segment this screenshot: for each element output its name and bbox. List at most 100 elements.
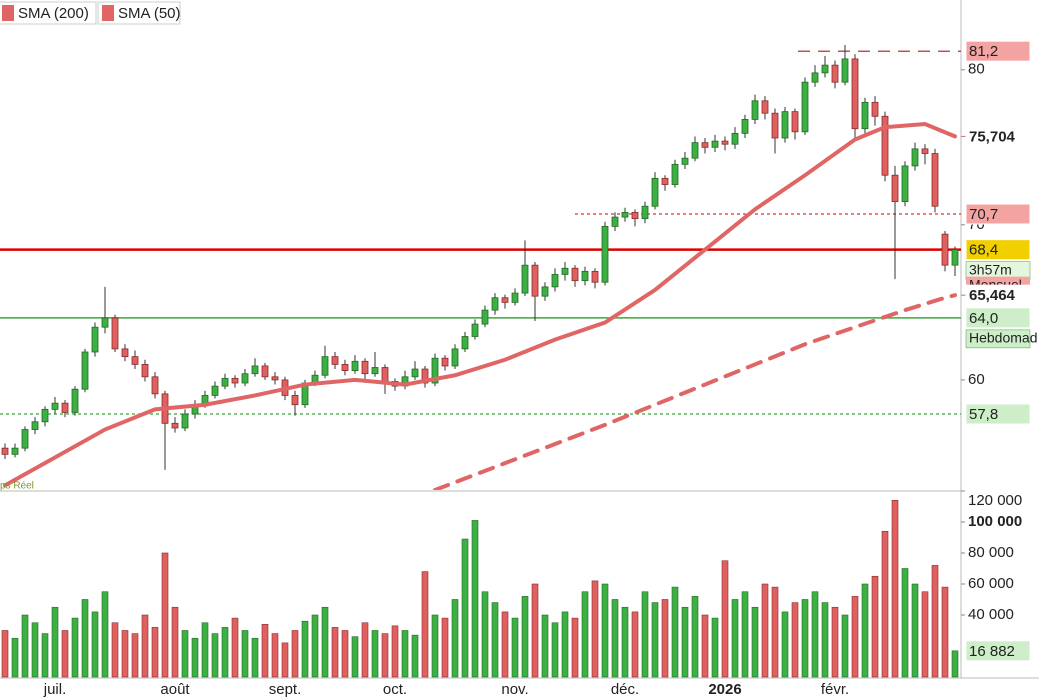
volume-bar (421, 571, 429, 678)
volume-bar (521, 596, 529, 678)
series-value-label: 75,704 (969, 128, 1016, 145)
candle-body (651, 177, 659, 207)
candle-body (761, 100, 769, 114)
candle-body (641, 205, 649, 220)
volume-bar (891, 499, 899, 678)
volume-bar (911, 583, 919, 678)
candle-body (121, 348, 129, 358)
volume-bar (481, 591, 489, 678)
legend-item[interactable]: SMA (50) (97, 1, 181, 25)
candle-body (331, 356, 339, 365)
candle-body (821, 64, 829, 74)
candle-body (701, 142, 709, 148)
volume-bar (371, 630, 379, 678)
volume-bar (511, 617, 519, 678)
candle-body (61, 402, 69, 413)
volume-bar (31, 622, 39, 678)
candle-body (551, 274, 559, 288)
volume-bar (351, 636, 359, 678)
legend[interactable]: SMA (200) SMA (50) (0, 1, 181, 25)
legend-label: SMA (200) (18, 5, 89, 22)
volume-bar (181, 630, 189, 678)
candle-body (591, 270, 599, 283)
x-tick-label: 2026 (708, 681, 741, 698)
series-value-label: 65,464 (969, 287, 1016, 304)
candle-body (451, 348, 459, 367)
candle-body (51, 402, 59, 410)
candle-body (861, 101, 869, 130)
candle-body (421, 368, 429, 384)
sma-line (3, 122, 957, 488)
candle-body (91, 326, 99, 353)
candle-body (621, 212, 629, 218)
volume-bar (731, 599, 739, 678)
volume-bar (81, 599, 89, 678)
volume-bar (241, 630, 249, 678)
volume-bar (161, 552, 169, 678)
volume-bar (771, 586, 779, 678)
volume-bar (321, 606, 329, 678)
volume-bar (211, 633, 219, 678)
candle-body (711, 140, 719, 148)
candle-body (631, 212, 639, 220)
volume-tick-label: 100 000 (968, 513, 1022, 530)
volume-bar (141, 614, 149, 678)
candle-body (541, 286, 549, 297)
volume-bar (851, 596, 859, 678)
legend-swatch (102, 5, 114, 21)
legend-item[interactable]: SMA (200) (0, 1, 97, 25)
candle-body (131, 356, 139, 365)
volume-bar (721, 560, 729, 678)
candle-body (81, 351, 89, 390)
candle-body (411, 368, 419, 378)
candle-body (921, 148, 929, 154)
volume-bar (611, 599, 619, 678)
candle-body (471, 323, 479, 337)
x-tick-label: nov. (501, 681, 528, 698)
volume-bar (221, 627, 229, 678)
candle-body (251, 365, 259, 375)
volume-bar (381, 633, 389, 678)
volume-bar (251, 637, 259, 678)
level-tag: 3h57m (969, 261, 1012, 277)
candle-body (531, 264, 539, 297)
volume-value-label: 16 882 (969, 643, 1015, 660)
level-label: 57,8 (969, 406, 998, 423)
candle-body (151, 376, 159, 395)
candle-body (11, 447, 19, 455)
candle-body (691, 142, 699, 159)
x-tick-label: déc. (611, 681, 639, 698)
level-label: 64,0 (969, 310, 998, 327)
candle-body (521, 264, 529, 294)
candle-body (721, 140, 729, 145)
candle-body (271, 376, 279, 381)
candle-body (871, 101, 879, 117)
volume-bar (581, 591, 589, 678)
volume-bar (921, 591, 929, 678)
volume-bar (71, 617, 79, 678)
volume-bar (881, 530, 889, 678)
candle-body (211, 385, 219, 396)
volume-bar (801, 599, 809, 678)
candle-body (491, 297, 499, 311)
candle-body (71, 388, 79, 413)
volume-tick-label: 40 000 (968, 606, 1014, 623)
candle-body (261, 365, 269, 378)
volume-bar (821, 602, 829, 678)
x-tick-label: sept. (269, 681, 302, 698)
volume-bar (791, 602, 799, 678)
volume-bar (91, 611, 99, 678)
legend-box (0, 1, 97, 25)
volume-bar (361, 622, 369, 678)
volume-bar (601, 583, 609, 678)
legend-swatch (2, 5, 14, 21)
volume-bar (651, 602, 659, 678)
candle-body (881, 115, 889, 176)
volume-bar (441, 617, 449, 678)
candle-body (41, 408, 49, 423)
volume-bar (741, 591, 749, 678)
x-tick-label: oct. (383, 681, 407, 698)
feed-label: ps Réel (0, 481, 34, 492)
volume-bar (291, 630, 299, 678)
candle-body (461, 336, 469, 350)
